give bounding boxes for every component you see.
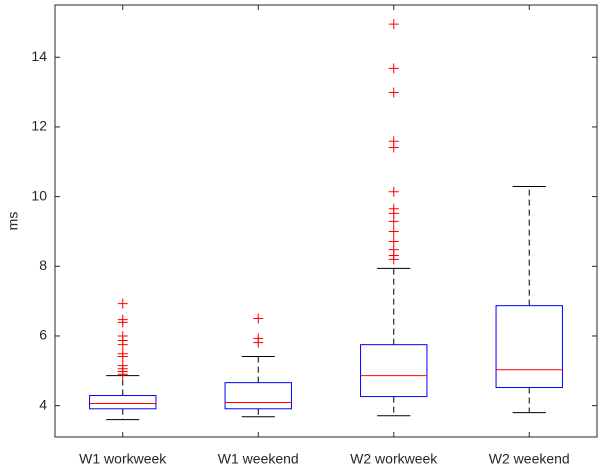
- outlier: [253, 313, 264, 324]
- outlier: [117, 317, 128, 328]
- outlier: [117, 339, 128, 350]
- y-tick-label: 8: [39, 257, 47, 273]
- box: [495, 305, 563, 389]
- box: [360, 344, 428, 398]
- x-tick-label: W1 workweek: [79, 451, 167, 467]
- x-tick-label: W1 weekend: [218, 451, 299, 467]
- y-tick-label: 12: [31, 118, 47, 134]
- y-tick-label: 10: [31, 187, 47, 203]
- outlier: [388, 226, 399, 237]
- y-tick-label: 14: [31, 48, 47, 64]
- outlier: [117, 351, 128, 362]
- y-axis-label: ms: [5, 212, 21, 231]
- outlier: [388, 19, 399, 30]
- outlier: [388, 186, 399, 197]
- x-tick-label: W2 workweek: [350, 451, 438, 467]
- outlier: [388, 254, 399, 265]
- outlier: [388, 216, 399, 227]
- x-tick-label: W2 weekend: [489, 451, 570, 467]
- plot-area: [54, 4, 598, 438]
- outlier: [388, 142, 399, 153]
- box: [224, 382, 292, 410]
- outlier: [117, 369, 128, 380]
- outlier: [388, 63, 399, 74]
- y-tick-label: 6: [39, 327, 47, 343]
- box: [89, 395, 157, 410]
- y-tick-label: 4: [39, 396, 47, 412]
- outlier: [388, 87, 399, 98]
- outlier: [117, 298, 128, 309]
- outlier: [253, 337, 264, 348]
